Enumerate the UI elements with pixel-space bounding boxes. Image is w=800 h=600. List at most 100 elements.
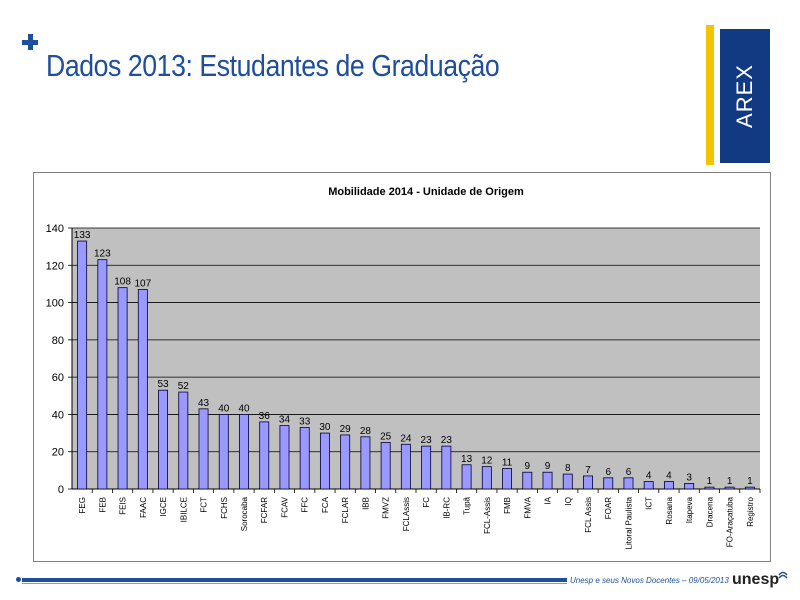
data-label: 6 — [605, 467, 611, 478]
y-tick-label: 140 — [46, 223, 64, 235]
bar — [583, 475, 593, 490]
data-label: 107 — [134, 279, 151, 290]
x-tick-label: IBB — [361, 497, 370, 510]
x-tick-label: FCL Assis — [584, 497, 593, 533]
bar — [481, 466, 492, 490]
x-tick-label: IGCE — [159, 497, 168, 517]
bar — [340, 434, 351, 490]
x-tick-label: IB-RC — [442, 497, 451, 519]
bar — [643, 481, 654, 490]
bar — [97, 259, 108, 490]
unesp-logo-icon — [778, 571, 788, 579]
x-tick-label: FFC — [301, 497, 310, 513]
y-tick-label: 80 — [52, 335, 64, 347]
bar — [400, 443, 411, 490]
y-tick-label: 120 — [46, 260, 64, 272]
bar — [299, 427, 310, 490]
data-label: 23 — [441, 435, 453, 446]
unesp-logo: unesp — [732, 571, 780, 588]
x-tick-label: Litoral Paulista — [624, 496, 633, 549]
bar — [319, 432, 330, 490]
data-label: 1 — [707, 476, 713, 487]
data-label: 12 — [481, 456, 493, 467]
x-tick-label: Itapeva — [685, 496, 694, 523]
bar — [360, 436, 371, 490]
data-label: 3 — [686, 472, 692, 483]
x-tick-label: FMVA — [523, 496, 532, 518]
data-label: 9 — [545, 461, 551, 472]
bar — [461, 464, 472, 490]
data-label: 28 — [360, 426, 372, 437]
x-tick-label: Registro — [746, 496, 755, 526]
chart-title: Mobilidade 2014 - Unidade de Origem — [328, 186, 524, 198]
data-label: 53 — [157, 379, 169, 390]
x-tick-label: FEB — [98, 497, 107, 513]
x-tick-label: Sorocaba — [240, 496, 249, 531]
x-tick-label: IBILCE — [179, 497, 188, 522]
bar — [744, 486, 755, 490]
y-tick-label: 40 — [52, 409, 64, 421]
footer-dot — [16, 577, 21, 582]
y-tick-label: 100 — [46, 298, 64, 310]
plot-area — [72, 228, 760, 489]
bar — [603, 477, 614, 490]
data-label: 36 — [259, 411, 271, 422]
bar — [77, 240, 88, 490]
bar — [137, 289, 148, 490]
x-tick-label: Tupã — [463, 496, 472, 514]
bar — [218, 414, 229, 490]
bar — [117, 287, 128, 490]
data-label: 34 — [279, 415, 291, 426]
x-tick-label: Rosana — [665, 496, 674, 524]
x-tick-label: FMB — [503, 497, 512, 514]
x-tick-label: IQ — [564, 497, 573, 505]
x-tick-label: FCAV — [280, 496, 289, 517]
data-label: 123 — [94, 249, 111, 260]
data-label: 4 — [646, 471, 652, 482]
data-label: 40 — [218, 403, 230, 414]
data-label: 52 — [178, 381, 190, 392]
x-tick-label: FCT — [200, 497, 209, 513]
data-label: 133 — [74, 230, 91, 241]
data-label: 13 — [461, 454, 473, 465]
data-label: 29 — [340, 424, 352, 435]
bar — [259, 421, 270, 490]
footer-rule-thin — [22, 583, 567, 584]
data-label: 30 — [319, 422, 331, 433]
bar — [380, 441, 391, 490]
y-tick-label: 0 — [58, 484, 64, 496]
x-tick-label: IA — [544, 496, 553, 504]
x-tick-label: FCL-Assis — [483, 497, 492, 534]
brand-box — [720, 29, 770, 163]
bar — [724, 486, 735, 490]
x-tick-label: FCFAR — [260, 497, 269, 523]
bar — [623, 477, 634, 490]
x-tick-label: FAAC — [139, 497, 148, 518]
bar — [542, 471, 553, 490]
plus-icon — [20, 32, 42, 54]
bar — [198, 408, 209, 490]
bar — [684, 483, 695, 490]
data-label: 108 — [114, 277, 131, 288]
bar — [663, 481, 674, 490]
bar — [421, 445, 432, 490]
bar — [562, 473, 573, 490]
bar — [158, 389, 169, 490]
data-label: 23 — [421, 435, 433, 446]
brand-accent-bar — [706, 25, 714, 165]
x-tick-label: FCHS — [220, 497, 229, 519]
x-tick-label: FMVZ — [382, 497, 391, 519]
data-label: 40 — [238, 403, 250, 414]
data-label: 43 — [198, 398, 210, 409]
bar — [704, 486, 715, 490]
x-tick-label: FCLAR — [341, 497, 350, 523]
data-label: 7 — [585, 465, 591, 476]
x-tick-label: FO-Araçatuba — [726, 496, 735, 547]
x-tick-label: FCA — [321, 496, 330, 513]
data-label: 1 — [727, 476, 733, 487]
x-tick-label: FC — [422, 497, 431, 508]
data-label: 24 — [400, 433, 412, 444]
x-tick-label: ICT — [645, 497, 654, 510]
footer-text: Unesp e seus Novos Docentes – 09/05/2013 — [570, 576, 729, 585]
